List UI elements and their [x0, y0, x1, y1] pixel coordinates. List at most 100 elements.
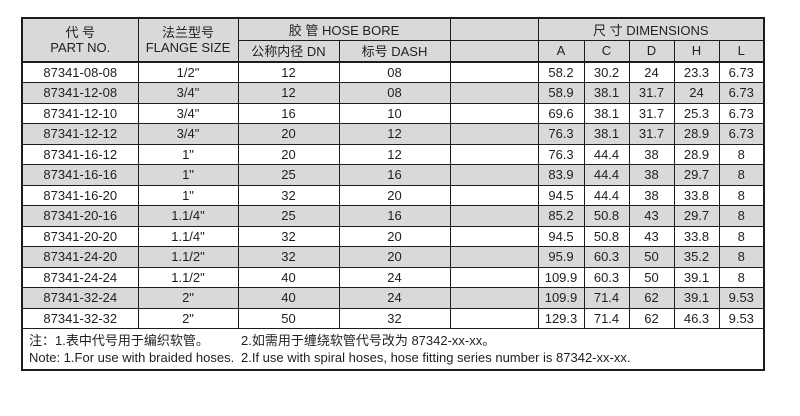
dn-cell: 25 — [237, 164, 340, 186]
dim-h-cell: 29.7 — [673, 205, 720, 227]
table-body: 87341-08-08 1/2" 12 08 58.2 30.2 24 23.3 6.73 873… — [21, 61, 765, 329]
dim-c-cell: 60.3 — [583, 246, 630, 268]
dn-cell: 20 — [237, 123, 340, 145]
dim-d-cell: 24 — [628, 61, 675, 83]
dn-cell: 25 — [237, 205, 340, 227]
header-col-a: A — [537, 39, 585, 63]
header-flange-zh: 法兰型号 — [161, 25, 214, 40]
dim-d-cell: 62 — [628, 307, 675, 329]
dim-c-cell: 38.1 — [583, 123, 630, 145]
dim-h-cell: 25.3 — [673, 102, 720, 124]
dim-l-cell: 8 — [718, 143, 765, 165]
table-row: 87341-16-12 1" 20 12 76.3 44.4 38 28.9 8 — [21, 143, 765, 165]
dim-a-cell: 76.3 — [537, 123, 585, 145]
dim-a-cell: 83.9 — [537, 164, 585, 186]
dim-d-cell: 62 — [628, 287, 675, 309]
dim-h-cell: 24 — [673, 82, 720, 104]
dim-d-cell: 43 — [628, 205, 675, 227]
dash-cell: 16 — [338, 205, 451, 227]
header-part-no-zh: 代 号 — [65, 25, 96, 40]
table-row: 87341-12-12 3/4" 20 12 76.3 38.1 31.7 28.9 6.73 — [21, 123, 765, 145]
table-row: 87341-32-24 2" 40 24 109.9 71.4 62 39.1 9.53 — [21, 287, 765, 309]
dim-l-cell: 9.53 — [718, 307, 765, 329]
note-en-1: Note: 1.For use with braided hoses. — [29, 350, 235, 365]
dim-h-cell: 29.7 — [673, 164, 720, 186]
part-no-cell: 87341-24-20 — [21, 246, 139, 268]
flange-size-cell: 2" — [137, 307, 239, 329]
notes-row: 注：1.表中代号用于编织软管。 2.如需用于缠绕软管代号改为 87342-xx-x… — [21, 328, 765, 371]
flange-size-cell: 1.1/2" — [137, 246, 239, 268]
dim-l-cell: 8 — [718, 225, 765, 247]
dim-c-cell: 50.8 — [583, 225, 630, 247]
table-row: 87341-08-08 1/2" 12 08 58.2 30.2 24 23.3 6.73 — [21, 61, 765, 83]
table-row: 87341-20-16 1.1/4" 25 16 85.2 50.8 43 29.7 8 — [21, 205, 765, 227]
dim-l-cell: 8 — [718, 266, 765, 288]
note-en-2: 2.If use with spiral hoses, hose fitting… — [241, 350, 631, 365]
dim-d-cell: 31.7 — [628, 102, 675, 124]
dn-cell: 50 — [237, 307, 340, 329]
part-no-cell: 87341-32-24 — [21, 287, 139, 309]
dim-a-cell: 129.3 — [537, 307, 585, 329]
dim-d-cell: 50 — [628, 266, 675, 288]
dash-cell: 20 — [338, 246, 451, 268]
dim-h-cell: 39.1 — [673, 287, 720, 309]
dash-cell: 16 — [338, 164, 451, 186]
blank-cell — [449, 307, 539, 329]
flange-size-cell: 2" — [137, 287, 239, 309]
dim-c-cell: 38.1 — [583, 102, 630, 124]
table-row: 87341-16-16 1" 25 16 83.9 44.4 38 29.7 8 — [21, 164, 765, 186]
dn-cell: 12 — [237, 61, 340, 83]
dn-cell: 40 — [237, 287, 340, 309]
dn-cell: 32 — [237, 246, 340, 268]
blank-cell — [449, 123, 539, 145]
header-col-l: L — [718, 39, 765, 63]
part-no-cell: 87341-12-10 — [21, 102, 139, 124]
blank-cell — [449, 61, 539, 83]
blank-cell — [449, 266, 539, 288]
header-col-d: D — [628, 39, 675, 63]
dim-h-cell: 33.8 — [673, 184, 720, 206]
part-no-cell: 87341-24-24 — [21, 266, 139, 288]
dim-h-cell: 35.2 — [673, 246, 720, 268]
dim-l-cell: 9.53 — [718, 287, 765, 309]
notes-cell: 注：1.表中代号用于编织软管。 2.如需用于缠绕软管代号改为 87342-xx-x… — [21, 328, 765, 371]
header-row-sub: 公称内径 DN 标号 DASH A C D H L — [22, 39, 765, 63]
header-row-top: 代 号 PART NO. 法兰型号 FLANGE SIZE 胶 管 HOSE B… — [21, 17, 765, 63]
dim-c-cell: 38.1 — [583, 82, 630, 104]
dim-a-cell: 95.9 — [537, 246, 585, 268]
dim-d-cell: 43 — [628, 225, 675, 247]
dash-cell: 20 — [338, 225, 451, 247]
dim-h-cell: 28.9 — [673, 143, 720, 165]
dash-cell: 10 — [338, 102, 451, 124]
dash-cell: 24 — [338, 287, 451, 309]
flange-size-cell: 3/4" — [137, 123, 239, 145]
dash-cell: 32 — [338, 307, 451, 329]
dim-d-cell: 38 — [628, 143, 675, 165]
dn-cell: 12 — [237, 82, 340, 104]
blank-cell — [449, 205, 539, 227]
dim-a-cell: 109.9 — [537, 266, 585, 288]
dim-h-cell: 46.3 — [673, 307, 720, 329]
dim-l-cell: 6.73 — [718, 61, 765, 83]
dim-c-cell: 44.4 — [583, 143, 630, 165]
dim-l-cell: 8 — [718, 246, 765, 268]
dash-cell: 12 — [338, 143, 451, 165]
dash-cell: 08 — [338, 61, 451, 83]
dim-c-cell: 44.4 — [583, 184, 630, 206]
dim-c-cell: 30.2 — [583, 61, 630, 83]
part-no-cell: 87341-32-32 — [21, 307, 139, 329]
table-footer: 注：1.表中代号用于编织软管。 2.如需用于缠绕软管代号改为 87342-xx-x… — [21, 328, 765, 371]
blank-cell — [449, 164, 539, 186]
header-dash: 标号 DASH — [338, 39, 451, 63]
dn-cell: 16 — [237, 102, 340, 124]
table-row: 87341-16-20 1" 32 20 94.5 44.4 38 33.8 8 — [21, 184, 765, 206]
dim-a-cell: 58.9 — [537, 82, 585, 104]
dim-a-cell: 58.2 — [537, 61, 585, 83]
flange-size-cell: 3/4" — [137, 82, 239, 104]
part-no-cell: 87341-12-08 — [21, 82, 139, 104]
dim-h-cell: 23.3 — [673, 61, 720, 83]
dim-l-cell: 8 — [718, 184, 765, 206]
blank-cell — [449, 143, 539, 165]
flange-size-cell: 1/2" — [137, 61, 239, 83]
